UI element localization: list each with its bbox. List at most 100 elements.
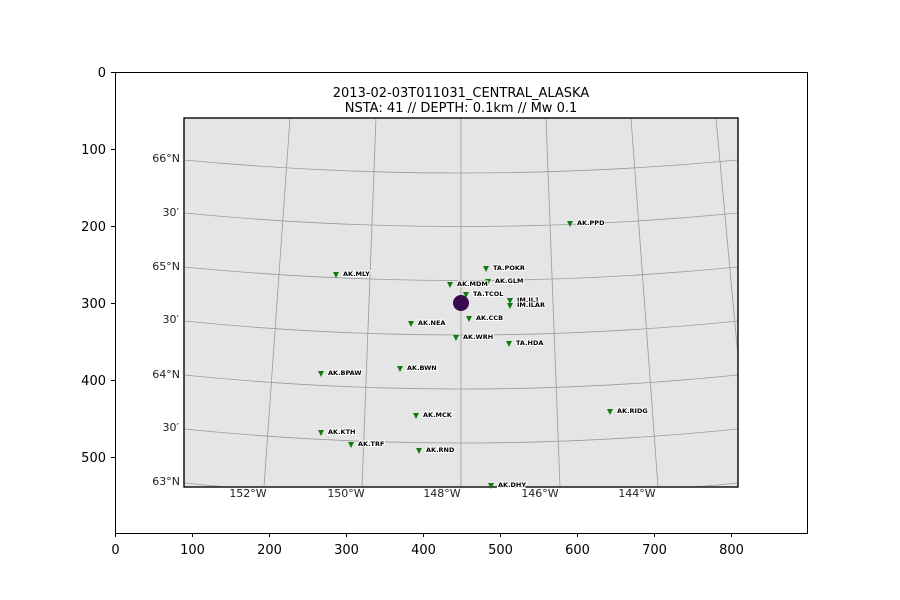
meridian-152w	[263, 118, 291, 487]
station-label: AK.MCK	[423, 411, 453, 419]
station-ak-kth: AK.KTH	[318, 427, 356, 437]
event-epicenter-marker	[453, 295, 469, 311]
station-ak-glm: AK.GLM	[485, 276, 524, 286]
lat-label-66n: 66°N	[152, 152, 180, 165]
station-marker	[348, 442, 354, 448]
station-marker	[397, 366, 403, 372]
x-tick-label: 500	[488, 543, 513, 558]
y-tick-label: 0	[98, 66, 106, 81]
y-axis: 0 100 200 300 400 500	[81, 66, 116, 466]
station-label: AK.WRH	[463, 333, 493, 341]
station-label: AK.NEA	[418, 319, 445, 327]
station-ak-ppd: AK.PPD	[567, 218, 606, 228]
station-label: AK.GLM	[495, 277, 523, 285]
station-marker	[607, 409, 613, 415]
station-label: AK.RIDG	[617, 407, 648, 415]
station-ak-bwn: AK.BWN	[397, 363, 438, 373]
station-marker	[318, 430, 324, 436]
station-ak-mck: AK.MCK	[413, 410, 454, 420]
x-tick-label: 0	[111, 543, 119, 558]
graticule	[184, 118, 738, 487]
meridian-150w	[361, 118, 377, 487]
station-marker	[453, 335, 459, 341]
station-label: AK.DHY	[498, 481, 526, 489]
lon-label-144w: 144°W	[618, 487, 655, 500]
meridian-144w	[630, 118, 659, 487]
station-marker	[318, 371, 324, 377]
station-ak-trf: AK.TRF	[348, 439, 385, 449]
station-ak-ridg: AK.RIDG	[607, 406, 649, 416]
lat-label-65n: 65°N	[152, 260, 180, 273]
map-border	[183, 117, 739, 488]
x-tick-label: 400	[411, 543, 436, 558]
y-tick-label: 300	[81, 297, 106, 312]
lon-label-150w: 150°W	[327, 487, 364, 500]
station-label: AK.MLY	[343, 270, 370, 278]
station-ak-bpaw: AK.BPAW	[318, 368, 363, 378]
station-marker	[413, 413, 419, 419]
station-marker	[488, 483, 494, 489]
title-line2: NSTA: 41 // DEPTH: 0.1km // Mw 0.1	[345, 101, 578, 116]
lat-label-64n: 64°N	[152, 368, 180, 381]
station-marker	[463, 292, 469, 298]
station-marker	[506, 341, 512, 347]
station-label: AK.KTH	[328, 428, 355, 436]
x-tick-label: 200	[257, 543, 282, 558]
station-marker	[483, 266, 489, 272]
x-tick-label: 700	[642, 543, 667, 558]
lon-label-148w: 148°W	[423, 487, 460, 500]
station-ak-dhy: AK.DHY	[488, 480, 527, 490]
station-marker	[507, 298, 513, 304]
y-tick-label: 500	[81, 451, 106, 466]
x-tick-label: 800	[719, 543, 744, 558]
station-marker	[567, 221, 573, 227]
station-ak-mly: AK.MLY	[333, 269, 371, 279]
station-ta-tcol: TA.TCOL	[463, 289, 504, 299]
x-axis: 0 100 200 300 400 500 600 700 800	[111, 533, 744, 558]
station-label: TA.TCOL	[473, 290, 503, 298]
station-label: AK.BWN	[407, 364, 437, 372]
station-ta-pokr: TA.POKR	[483, 263, 526, 273]
station-ak-ccb: AK.CCB	[466, 313, 504, 323]
station-label: AK.MDM	[457, 280, 488, 288]
station-label: AK.BPAW	[328, 369, 362, 377]
lon-label-146w: 146°W	[521, 487, 558, 500]
station-label: IM.IL1	[517, 296, 540, 304]
x-tick-label: 100	[180, 543, 205, 558]
lat-label-63-30n: 30′	[163, 421, 180, 434]
station-ta-hda: TA.HDA	[506, 338, 544, 348]
station-im-ilar: IM.ILAR	[507, 300, 546, 310]
lon-label-152w: 152°W	[229, 487, 266, 500]
y-tick-label: 100	[81, 143, 106, 158]
lat-label-63n: 63°N	[152, 475, 180, 488]
station-ak-nea: AK.NEA	[408, 318, 446, 328]
title-line1: 2013-02-03T011031_CENTRAL_ALASKA	[333, 86, 590, 101]
station-marker	[416, 448, 422, 454]
y-tick-label: 400	[81, 374, 106, 389]
meridian-142w	[715, 118, 738, 362]
station-ak-wrh: AK.WRH	[453, 332, 494, 342]
x-tick-label: 300	[334, 543, 359, 558]
station-label: TA.POKR	[493, 264, 525, 272]
station-marker	[447, 282, 453, 288]
station-ak-rnd: AK.RND	[416, 445, 456, 455]
station-marker	[333, 272, 339, 278]
y-tick-label: 200	[81, 220, 106, 235]
station-marker	[466, 316, 472, 322]
stations-layer: AK.PPD TA.POKR AK.GLM AK.MLY AK.MDM TA.TCOL IM…	[318, 218, 649, 490]
x-tick-label: 600	[565, 543, 590, 558]
station-im-il1: IM.IL1	[507, 295, 541, 305]
meridian-146w	[545, 118, 561, 487]
station-label: AK.CCB	[476, 314, 503, 322]
station-label: AK.PPD	[577, 219, 605, 227]
station-marker	[507, 303, 513, 309]
station-marker	[485, 279, 491, 285]
station-label: AK.TRF	[358, 440, 384, 448]
station-marker	[408, 321, 414, 327]
station-label: AK.RND	[426, 446, 455, 454]
station-label: IM.ILAR	[517, 301, 545, 309]
station-ak-mdm: AK.MDM	[447, 279, 489, 289]
lat-label-64-30n: 30′	[163, 313, 180, 326]
lat-label-65-30n: 30′	[163, 206, 180, 219]
